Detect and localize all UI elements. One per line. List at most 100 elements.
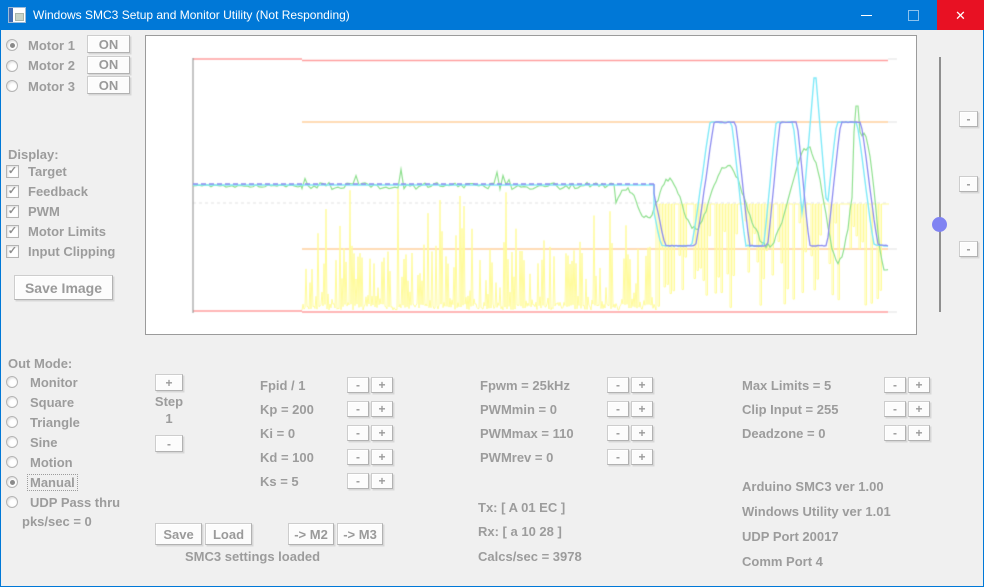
display-checkbox-group: ✓ Target ✓ Feedback ✓ PWM ✓ Motor Limits ✓ Input …: [6, 161, 115, 261]
out-mode-radio-sine[interactable]: [6, 436, 18, 448]
pid-row: Kd = 100 - +: [260, 445, 393, 469]
limits-plus-button-deadzone[interactable]: +: [908, 425, 930, 441]
motor-on-button-motor-2[interactable]: ON: [87, 55, 130, 74]
motor-row: Motor 3: [6, 76, 75, 97]
motor-on-buttons: ON ON ON: [87, 35, 130, 97]
out-mode-label: Triangle: [30, 414, 80, 430]
maximize-button[interactable]: [890, 0, 937, 30]
limits-minus-button-clip[interactable]: -: [884, 401, 906, 417]
pid-plus-button-ks[interactable]: +: [371, 473, 393, 489]
display-checkbox-pwm[interactable]: ✓: [6, 204, 19, 218]
display-row: ✓ Motor Limits: [6, 221, 115, 241]
pid-row: Ki = 0 - +: [260, 421, 393, 445]
display-label: Target: [28, 163, 67, 179]
out-mode-radio-motion[interactable]: [6, 456, 18, 468]
pid-label-kd: Kd = 100: [260, 449, 314, 465]
pid-minus-button-kd[interactable]: -: [347, 449, 369, 465]
display-row: ✓ Feedback: [6, 181, 115, 201]
pid-minus-button-fpid[interactable]: -: [347, 377, 369, 393]
pwm-plus-button-pwmrev[interactable]: +: [631, 449, 653, 465]
pid-label-ki: Ki = 0: [260, 425, 296, 441]
pwm-row: PWMrev = 0 - +: [480, 445, 653, 469]
out-mode-radio-square[interactable]: [6, 396, 18, 408]
pwm-minus-button-fpwm[interactable]: -: [607, 377, 629, 393]
pid-minus-button-ks[interactable]: -: [347, 473, 369, 489]
pid-row: Kp = 200 - +: [260, 397, 393, 421]
motor-label: Motor 3: [28, 78, 75, 94]
pwm-minus-button-pwmmax[interactable]: -: [607, 425, 629, 441]
pwm-row: PWMmax = 110 - +: [480, 421, 653, 445]
pwm-row: PWMmin = 0 - +: [480, 397, 653, 421]
motor-label: Motor 1: [28, 37, 75, 53]
limits-label-clip: Clip Input = 255: [742, 401, 839, 417]
limits-row: Deadzone = 0 - +: [742, 421, 930, 445]
scale-minus-button-3[interactable]: -: [959, 241, 978, 257]
pwm-param-column: Fpwm = 25kHz - + PWMmin = 0- + PWMmax = 110- +…: [480, 373, 653, 469]
pid-label-fpid: Fpid / 1: [260, 377, 306, 393]
copy-to-m3-button[interactable]: -> M3: [337, 523, 383, 545]
out-mode-radio-group: Monitor Square Triangle Sine Motion Manual UDP…: [6, 372, 122, 512]
pid-row: Fpid / 1 - +: [260, 373, 393, 397]
limits-plus-button-max[interactable]: +: [908, 377, 930, 393]
pwm-label-fpwm: Fpwm = 25kHz: [480, 377, 570, 393]
display-checkbox-motor-limits[interactable]: ✓: [6, 224, 19, 238]
scale-minus-button-1[interactable]: -: [959, 111, 978, 127]
minimize-icon: [861, 14, 872, 16]
out-mode-radio-triangle[interactable]: [6, 416, 18, 428]
out-mode-radio-monitor[interactable]: [6, 376, 18, 388]
out-mode-heading: Out Mode:: [8, 356, 73, 371]
scale-slider-thumb[interactable]: [932, 217, 947, 232]
motor-row: Motor 2: [6, 56, 75, 77]
pid-minus-button-kp[interactable]: -: [347, 401, 369, 417]
motor-radio-motor-1[interactable]: [6, 39, 18, 52]
step-plus-button[interactable]: +: [155, 374, 183, 391]
motor-label: Motor 2: [28, 58, 75, 74]
load-button[interactable]: Load: [205, 523, 252, 545]
save-image-button[interactable]: Save Image: [14, 275, 113, 300]
out-mode-label: Manual: [27, 473, 78, 491]
copy-to-m2-button[interactable]: -> M2: [288, 523, 334, 545]
display-checkbox-input-clipping[interactable]: ✓: [6, 244, 19, 258]
out-mode-radio-manual[interactable]: [6, 476, 18, 488]
limits-minus-button-max[interactable]: -: [884, 377, 906, 393]
pid-plus-button-kp[interactable]: +: [371, 401, 393, 417]
pwm-minus-button-pwmrev[interactable]: -: [607, 449, 629, 465]
limits-row: Max Limits = 5 - +: [742, 373, 930, 397]
settings-status: SMC3 settings loaded: [185, 549, 321, 564]
pid-plus-button-ki[interactable]: +: [371, 425, 393, 441]
pid-minus-button-ki[interactable]: -: [347, 425, 369, 441]
motor-radio-motor-3[interactable]: [6, 80, 18, 93]
version-info-line: Comm Port 4: [742, 554, 823, 569]
minimize-button[interactable]: [843, 0, 890, 30]
step-minus-button[interactable]: -: [155, 435, 183, 452]
pwm-plus-button-pwmmin[interactable]: +: [631, 401, 653, 417]
rx-status: Rx: [ a 10 28 ]: [478, 524, 562, 539]
limits-label-deadzone: Deadzone = 0: [742, 425, 826, 441]
pwm-minus-button-pwmmin[interactable]: -: [607, 401, 629, 417]
scale-slider-track[interactable]: [939, 57, 941, 312]
pwm-plus-button-pwmmax[interactable]: +: [631, 425, 653, 441]
display-checkbox-feedback[interactable]: ✓: [6, 184, 19, 198]
motor-on-button-motor-1[interactable]: ON: [87, 35, 130, 53]
limits-minus-button-deadzone[interactable]: -: [884, 425, 906, 441]
limits-label-max: Max Limits = 5: [742, 377, 832, 393]
packets-per-second-label: pks/sec = 0: [22, 514, 92, 529]
save-button[interactable]: Save: [155, 523, 202, 545]
display-heading: Display:: [8, 147, 59, 162]
limits-plus-button-clip[interactable]: +: [908, 401, 930, 417]
window-title: Windows SMC3 Setup and Monitor Utility (…: [33, 8, 350, 22]
motor-radio-motor-2[interactable]: [6, 59, 18, 72]
out-mode-row: Square: [6, 392, 122, 412]
version-info-line: Windows Utility ver 1.01: [742, 504, 891, 519]
out-mode-row: UDP Pass thru: [6, 492, 122, 512]
pid-plus-button-kd[interactable]: +: [371, 449, 393, 465]
motor-on-button-motor-3[interactable]: ON: [87, 76, 130, 94]
pwm-plus-button-fpwm[interactable]: +: [631, 377, 653, 393]
pid-label-ks: Ks = 5: [260, 473, 299, 489]
close-button[interactable]: ✕: [937, 0, 984, 30]
out-mode-radio-udp-pass-thru[interactable]: [6, 496, 18, 508]
scale-minus-button-2[interactable]: -: [959, 176, 978, 192]
pid-plus-button-fpid[interactable]: +: [371, 377, 393, 393]
display-row: ✓ Target: [6, 161, 115, 181]
display-checkbox-target[interactable]: ✓: [6, 164, 19, 178]
